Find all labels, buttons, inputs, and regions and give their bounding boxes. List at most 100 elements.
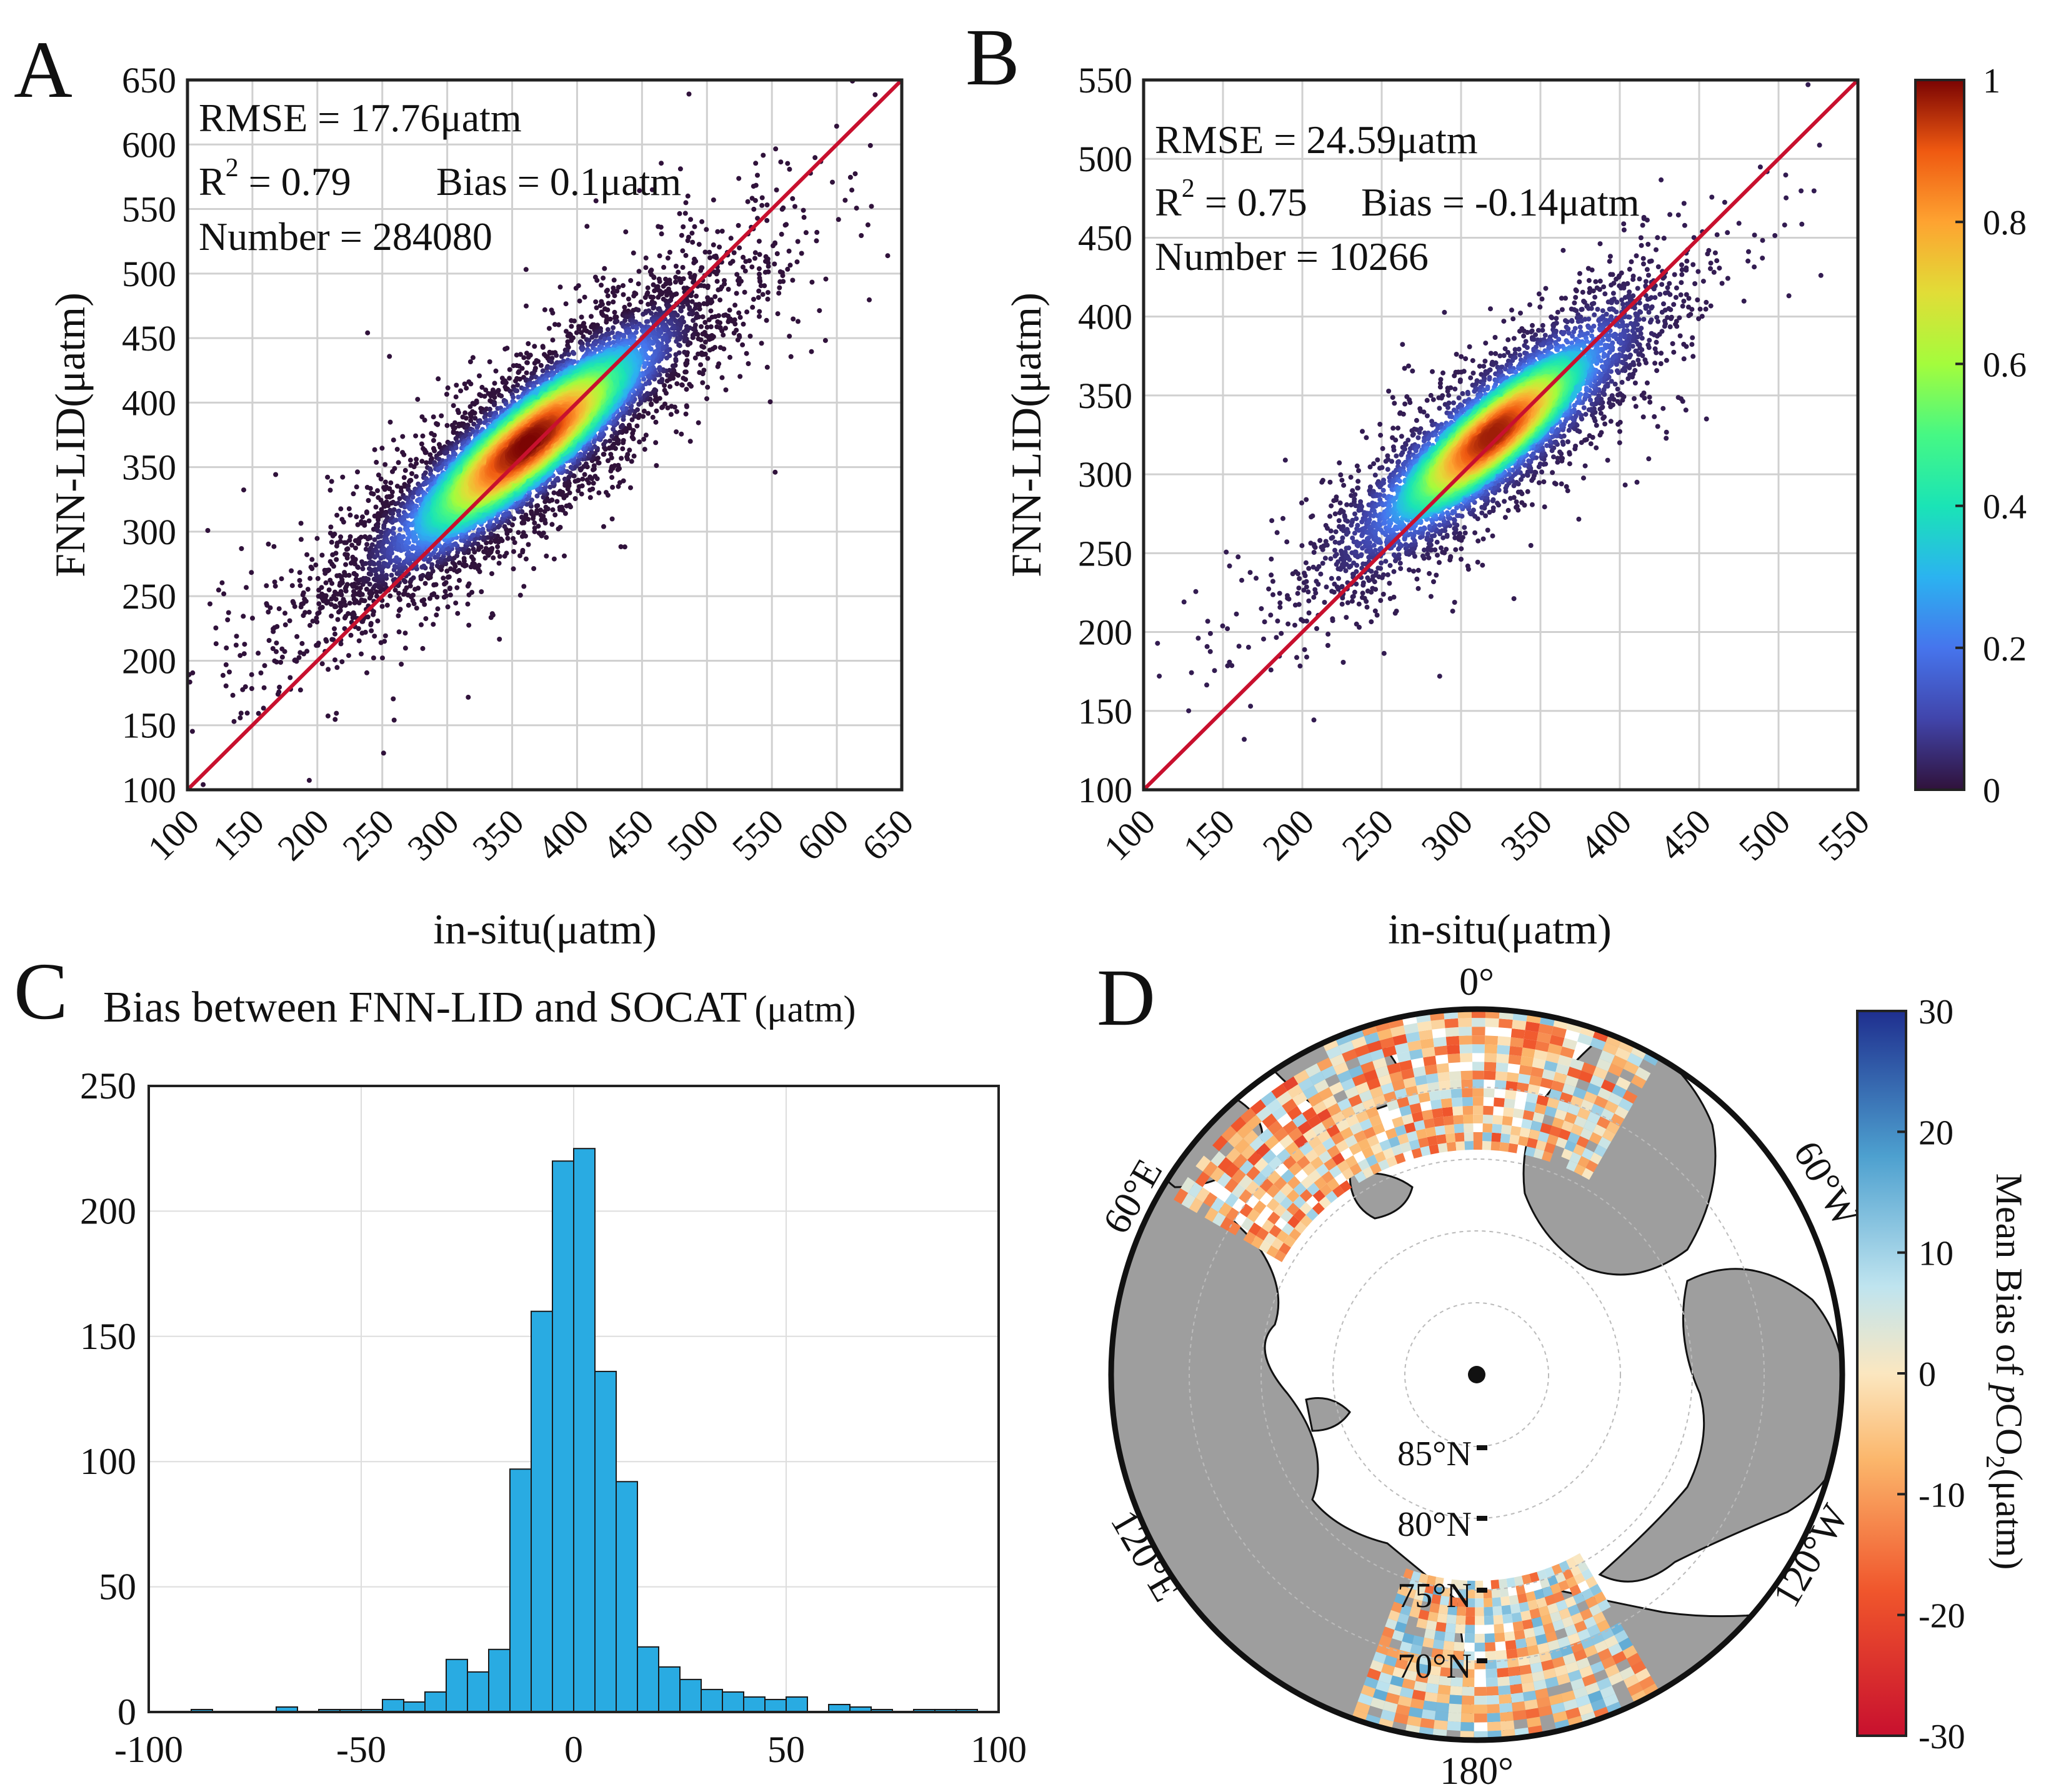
scatter-point [579,347,585,352]
scatter-point [723,387,729,392]
scatter-point [471,546,476,552]
scatter-point [670,363,676,369]
scatter-point [717,244,722,250]
scatter-point [607,316,613,322]
scatter-point [347,600,352,606]
scatter-point [414,605,419,611]
scatter-point [817,308,822,314]
scatter-point [447,592,453,598]
scatter-point [329,602,334,607]
scatter-point [631,428,636,433]
scatter-point [239,546,244,551]
scatter-point [297,687,303,693]
scatter-point [772,261,777,267]
scatter-point [346,506,352,512]
scatter-point [378,640,384,645]
scatter-point [849,187,855,193]
scatter-point [731,331,737,336]
scatter-point [814,238,819,244]
scatter-point [300,592,306,597]
scatter-point [541,494,546,500]
scatter-point [692,355,698,361]
scatter-point [589,334,595,340]
scatter-point [474,400,479,406]
scatter-point [389,489,395,495]
scatter-point [517,376,522,382]
scatter-point [424,460,429,465]
scatter-point [679,232,684,238]
scatter-point [612,293,617,299]
scatter-point [582,472,587,477]
scatter-point [453,445,459,450]
scatter-point [696,336,701,342]
scatter-point [216,587,221,593]
scatter-point [636,307,641,313]
scatter-point [702,320,708,325]
scatter-point [744,351,749,356]
scatter-point [699,324,704,329]
scatter-point [651,294,656,300]
scatter-point [378,476,384,482]
scatter-point [576,488,581,494]
scatter-point [596,460,601,465]
scatter-point [587,487,593,493]
scatter-point [494,517,499,522]
scatter-point [512,540,517,545]
scatter-point [669,326,675,331]
scatter-point [684,358,690,364]
scatter-point [505,535,511,541]
scatter-point [354,585,359,590]
scatter-point [472,416,478,421]
scatter-point [303,599,309,604]
scatter-point [258,670,264,675]
scatter-point [564,503,569,509]
scatter-point [673,352,679,357]
scatter-point [707,249,712,255]
scatter-point [620,446,626,452]
scatter-point [462,410,468,416]
scatter-point [702,249,708,255]
scatter-point [333,604,339,609]
scatter-point [464,386,469,391]
scatter-point [692,322,698,328]
scatter-point [347,537,352,543]
scatter-point [904,249,909,254]
scatter-point [466,581,472,587]
scatter-point [466,694,471,700]
scatter-point [367,535,373,540]
scatter-point [642,393,647,399]
scatter-point [469,554,474,560]
scatter-point [751,206,757,212]
scatter-point [266,609,271,615]
scatter-point [715,319,721,324]
scatter-point [790,277,796,283]
scatter-point [391,530,396,536]
scatter-point [420,433,426,439]
scatter-point [524,303,529,309]
scatter-point [664,289,669,294]
scatter-point [396,512,402,518]
scatter-point [664,378,670,384]
scatter-point [238,710,244,716]
scatter-point [634,423,640,429]
scatter-point [368,620,374,626]
scatter-point [557,505,562,510]
scatter-point [616,484,621,489]
scatter-point [526,542,531,547]
scatter-point [836,217,841,222]
scatter-point [261,705,266,711]
scatter-point [389,550,394,556]
scatter-point [665,405,671,411]
scatter-point [397,496,402,501]
scatter-point [451,403,456,409]
scatter-point [550,310,556,316]
scatter-point [384,602,390,608]
scatter-point [867,297,872,302]
scatter-point [313,562,319,568]
scatter-point [747,334,753,339]
scatter-point [279,576,284,582]
scatter-point [794,259,800,265]
scatter-point [626,422,632,428]
scatter-point [338,534,344,540]
scatter-point [577,466,583,472]
